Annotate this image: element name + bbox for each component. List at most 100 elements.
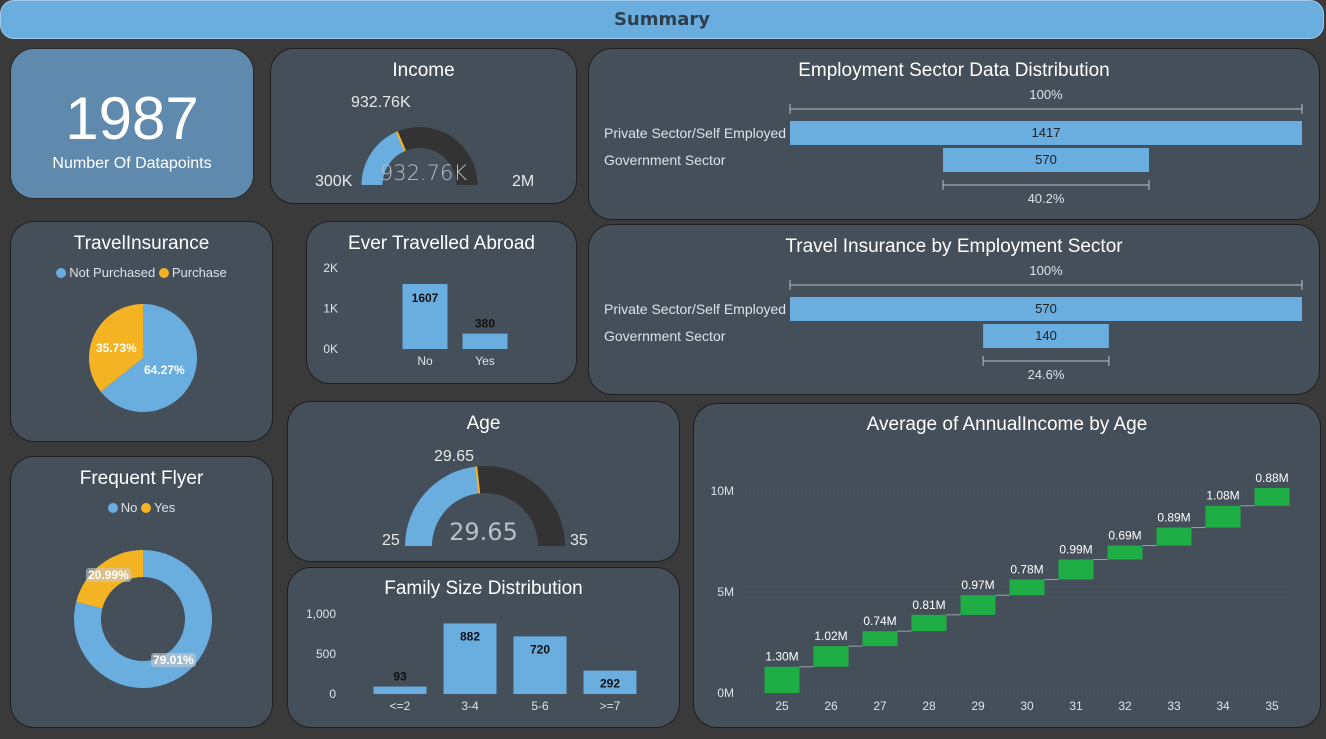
x-tick-label: 27 <box>873 699 887 713</box>
pie-slice[interactable] <box>89 304 143 392</box>
age-gauge-title: Age <box>466 413 501 434</box>
gauge-value-label: 29.65 <box>434 448 475 465</box>
waterfall-bar[interactable] <box>1107 545 1143 560</box>
ever-travelled-card[interactable]: Ever Travelled Abroad 0K 1K 2K 1607 No 380 Yes <box>306 221 577 384</box>
bar-value-label: 292 <box>600 677 620 691</box>
funnel-row-label: Private Sector/Self Employed <box>604 125 787 141</box>
legend-item[interactable]: No <box>107 500 137 515</box>
gauge-fill <box>361 131 406 185</box>
funnel-bar <box>790 121 1302 145</box>
insurance-funnel-chart <box>789 280 1303 366</box>
funnel-top-percent: 100% <box>1029 263 1063 278</box>
waterfall-bar[interactable] <box>911 614 947 632</box>
gauge-fill <box>405 466 480 546</box>
donut-slice-label: 79.01% <box>151 653 196 667</box>
waterfall-bar[interactable] <box>1156 527 1192 546</box>
page-title: Summary <box>613 9 711 30</box>
frequent-flyer-donut <box>74 550 213 688</box>
x-tick-label: 30 <box>1020 699 1034 713</box>
bar-value-label: 93 <box>393 670 407 684</box>
legend-dot-icon <box>141 503 152 513</box>
x-tick-label: <=2 <box>390 699 411 713</box>
funnel-bar <box>943 148 1149 172</box>
waterfall-bar[interactable] <box>960 595 996 615</box>
waterfall-bar[interactable] <box>1205 505 1241 528</box>
gauge-max-label: 2M <box>512 173 535 190</box>
frequent-flyer-card[interactable]: Frequent Flyer No Yes 79.01% 20.99% <box>10 456 273 728</box>
funnel-bar-value: 140 <box>1035 328 1057 343</box>
legend-item[interactable]: Not Purchased <box>56 265 155 280</box>
y-tick-label: 0K <box>323 342 338 356</box>
legend-item[interactable]: Yes <box>141 500 175 515</box>
x-tick-label: 33 <box>1167 699 1181 713</box>
family-size-title: Family Size Distribution <box>384 578 583 599</box>
pie-slice[interactable] <box>100 304 198 412</box>
funnel-bar-value: 570 <box>1035 152 1057 167</box>
y-tick-label: 2K <box>323 261 338 275</box>
x-tick-label: No <box>417 354 433 368</box>
funnel-bar <box>790 297 1302 321</box>
donut-legend: No Yes <box>11 500 272 515</box>
x-tick-label: 35 <box>1265 699 1279 713</box>
bar-value-label: 0.78M <box>1010 562 1043 576</box>
donut-slice-label: 20.99% <box>86 568 131 582</box>
income-by-age-card[interactable]: Average of AnnualIncome by Age 0M 5M 10M 1.… <box>693 403 1321 728</box>
employment-funnel-chart <box>789 104 1303 190</box>
insurance-funnel-card[interactable]: Travel Insurance by Employment Sector 10… <box>588 224 1320 395</box>
funnel-bottom-percent: 40.2% <box>1027 191 1065 206</box>
bar[interactable] <box>513 636 567 694</box>
bar-value-label: 0.74M <box>863 614 896 628</box>
frequent-flyer-title: Frequent Flyer <box>79 468 204 489</box>
bar-value-label: 882 <box>460 629 480 643</box>
age-gauge-card[interactable]: Age 29.65 29.65 25 35 <box>287 401 680 562</box>
bar-value-label: 0.88M <box>1255 471 1288 485</box>
legend-item[interactable]: Purchase <box>158 265 227 280</box>
income-gauge-card[interactable]: Income 932.76K 932.76K 300K 2M <box>270 48 577 204</box>
waterfall-bar[interactable] <box>813 646 849 667</box>
pie-slice-label: 35.73% <box>96 341 137 355</box>
waterfall-bar[interactable] <box>1009 579 1045 596</box>
x-tick-label: >=7 <box>600 699 621 713</box>
bar[interactable] <box>402 283 448 349</box>
insurance-funnel-title: Travel Insurance by Employment Sector <box>785 236 1123 257</box>
x-tick-label: 25 <box>775 699 789 713</box>
x-tick-label: 26 <box>824 699 838 713</box>
datapoints-kpi-card[interactable]: 1987 Number Of Datapoints <box>10 48 254 199</box>
waterfall-bar[interactable] <box>1254 487 1290 506</box>
y-tick-label: 0M <box>717 686 734 700</box>
x-tick-label: 34 <box>1216 699 1230 713</box>
x-tick-label: 32 <box>1118 699 1132 713</box>
x-tick-label: 5-6 <box>531 699 549 713</box>
bar[interactable] <box>583 670 637 694</box>
bar[interactable] <box>443 623 497 694</box>
y-tick-label: 500 <box>316 647 336 661</box>
funnel-bar-value: 570 <box>1035 301 1057 316</box>
y-tick-label: 10M <box>711 484 734 498</box>
bar[interactable] <box>462 333 508 349</box>
family-size-card[interactable]: Family Size Distribution 0 500 1,000 93 <=2 8… <box>287 567 680 728</box>
employment-funnel-card[interactable]: Employment Sector Data Distribution 100%… <box>588 48 1320 220</box>
funnel-row-label: Private Sector/Self Employed <box>604 301 787 317</box>
funnel-row-label: Government Sector <box>604 328 726 344</box>
kpi-label: Number Of Datapoints <box>52 155 212 172</box>
x-tick-label: 3-4 <box>461 699 479 713</box>
waterfall-bar[interactable] <box>862 631 898 647</box>
bar[interactable] <box>373 686 427 694</box>
waterfall-bar[interactable] <box>764 666 800 693</box>
gauge-value-label: 932.76K <box>351 94 411 111</box>
funnel-top-percent: 100% <box>1029 87 1063 102</box>
family-size-chart: 0 500 1,000 93 <=2 882 3-4 720 5-6 292 >=7 <box>306 607 637 713</box>
bar-value-label: 0.81M <box>912 598 945 612</box>
travel-insurance-pie-card[interactable]: TravelInsurance Not Purchased Purchase 6… <box>10 221 273 442</box>
waterfall-bar[interactable] <box>1058 559 1094 580</box>
bar-value-label: 0.89M <box>1157 511 1190 525</box>
funnel-bar-value: 1417 <box>1031 125 1061 140</box>
summary-header: Summary <box>0 0 1324 39</box>
x-tick-label: Yes <box>475 354 495 368</box>
bar-value-label: 0.97M <box>961 578 994 592</box>
kpi-value: 1987 <box>65 85 199 152</box>
funnel-bottom-percent: 24.6% <box>1027 367 1065 382</box>
age-gauge <box>405 466 565 546</box>
y-tick-label: 0 <box>329 687 336 701</box>
bar-value-label: 0.99M <box>1059 542 1092 556</box>
